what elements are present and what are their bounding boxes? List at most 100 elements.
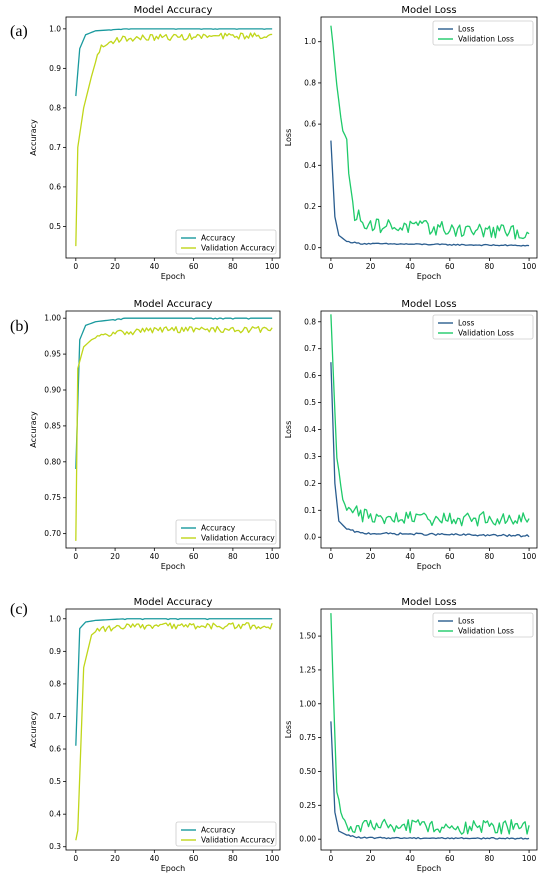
x-tick-label: 80: [228, 262, 238, 271]
x-tick-label: 60: [189, 262, 199, 271]
y-tick-label: 0.5: [49, 777, 61, 786]
y-tick-label: 0.0: [304, 533, 316, 542]
y-tick-label: 0.6: [49, 182, 61, 191]
x-axis-label: Epoch: [161, 272, 186, 281]
y-axis-label: Accuracy: [29, 119, 38, 156]
y-axis-label: Loss: [284, 721, 293, 739]
y-tick-label: 0.7: [49, 143, 61, 152]
chart-title: Model Loss: [401, 597, 456, 608]
chart-c-model-loss: Model Loss 0 20 40 60 80 100 0.00 0.25 0.50 0.75 1.…: [284, 597, 538, 873]
chart-a-model-accuracy: Model Accuracy 0 20 40 60 80 100 0.5 0.6 0.7 0.8 0.…: [29, 5, 281, 281]
y-tick-label: 0.3: [304, 452, 316, 461]
y-tick-label: 0.85: [44, 421, 61, 430]
x-tick-label: 100: [265, 854, 280, 863]
chart-c-model-accuracy: Model Accuracy 0 20 40 60 80 100 0.3 0.4 0.5 0.6 0.…: [29, 597, 281, 873]
y-tick-label: 0.50: [299, 767, 316, 776]
x-tick-label: 40: [405, 262, 415, 271]
series-line-validation-loss: [330, 314, 530, 527]
series-line-accuracy: [75, 618, 273, 746]
y-tick-label: 0.80: [44, 457, 61, 466]
series-line-loss: [330, 362, 530, 538]
y-tick-label: 0.1: [304, 506, 316, 515]
x-tick-label: 80: [485, 552, 495, 561]
legend-label-validation-accuracy: Validation Accuracy: [201, 534, 275, 543]
series-line-validation-accuracy: [75, 32, 273, 247]
x-tick-label: 20: [110, 552, 120, 561]
panel-label-b: (b): [10, 318, 29, 335]
series-line-loss: [330, 140, 530, 247]
legend-label-validation-loss: Validation Loss: [458, 35, 514, 44]
y-tick-label: 0.6: [304, 371, 316, 380]
y-axis-label: Loss: [284, 129, 293, 147]
x-tick-label: 20: [110, 262, 120, 271]
x-tick-label: 0: [73, 262, 78, 271]
y-axis-label: Accuracy: [29, 411, 38, 448]
y-tick-label: 1.50: [299, 632, 316, 641]
y-tick-label: 0.75: [299, 733, 316, 742]
y-tick-label: 1.0: [304, 37, 316, 46]
y-axis-label: Accuracy: [29, 711, 38, 748]
y-axis-label: Loss: [284, 421, 293, 439]
legend-label-accuracy: Accuracy: [201, 826, 236, 835]
x-tick-label: 60: [189, 552, 199, 561]
x-tick-label: 0: [329, 854, 334, 863]
y-tick-label: 0.4: [49, 810, 61, 819]
chart-title: Model Accuracy: [134, 5, 213, 16]
legend-box: [432, 314, 534, 340]
y-tick-label: 0.9: [49, 647, 61, 656]
x-tick-label: 0: [73, 552, 78, 561]
series-line-accuracy: [75, 317, 273, 470]
x-tick-label: 0: [329, 262, 334, 271]
x-tick-label: 80: [228, 552, 238, 561]
x-tick-label: 60: [445, 552, 455, 561]
panel-label-c: (c): [10, 601, 28, 618]
x-tick-label: 80: [485, 262, 495, 271]
x-axis-label: Epoch: [417, 864, 442, 873]
x-axis-label: Epoch: [161, 864, 186, 873]
legend-box: [175, 821, 277, 847]
plot-frame: [320, 16, 538, 259]
y-tick-label: 0.70: [44, 529, 61, 538]
x-tick-label: 60: [445, 262, 455, 271]
x-tick-label: 20: [366, 262, 376, 271]
y-tick-label: 1.0: [49, 614, 61, 623]
y-tick-label: 0.25: [299, 801, 316, 810]
y-tick-label: 0.75: [44, 493, 61, 502]
series-line-validation-loss: [330, 25, 530, 240]
legend-label-accuracy: Accuracy: [201, 234, 236, 243]
y-tick-label: 0.7: [49, 712, 61, 721]
y-tick-label: 0.95: [44, 350, 61, 359]
x-tick-label: 40: [150, 854, 160, 863]
x-tick-label: 20: [366, 552, 376, 561]
chart-title: Model Accuracy: [134, 299, 213, 310]
x-tick-label: 100: [522, 854, 537, 863]
y-tick-label: 0.90: [44, 386, 61, 395]
legend-label-validation-accuracy: Validation Accuracy: [201, 244, 275, 253]
chart-b-model-loss: Model Loss 0 20 40 60 80 100 0.0 0.1 0.2 0.3 0.4 0.5…: [284, 299, 538, 571]
legend-box: [432, 20, 534, 46]
plot-frame: [320, 608, 538, 851]
y-tick-label: 0.2: [304, 479, 316, 488]
y-tick-label: 1.25: [299, 665, 316, 674]
y-tick-label: 0.7: [304, 344, 316, 353]
y-tick-label: 0.9: [49, 64, 61, 73]
y-tick-label: 1.0: [49, 24, 61, 33]
x-tick-label: 100: [265, 262, 280, 271]
legend-box: [175, 229, 277, 255]
x-tick-label: 100: [265, 552, 280, 561]
y-tick-label: 0.6: [304, 120, 316, 129]
x-tick-label: 20: [110, 854, 120, 863]
y-tick-label: 0.5: [304, 398, 316, 407]
x-tick-label: 60: [445, 854, 455, 863]
y-tick-label: 0.8: [304, 317, 316, 326]
x-axis-label: Epoch: [417, 272, 442, 281]
panel-label-a: (a): [10, 23, 28, 40]
series-line-validation-accuracy: [75, 622, 273, 841]
x-tick-label: 0: [329, 552, 334, 561]
x-tick-label: 0: [73, 854, 78, 863]
y-tick-label: 0.2: [304, 202, 316, 211]
y-tick-label: 1.00: [299, 699, 316, 708]
plot-frame: [65, 16, 281, 259]
chart-title: Model Loss: [401, 5, 456, 16]
